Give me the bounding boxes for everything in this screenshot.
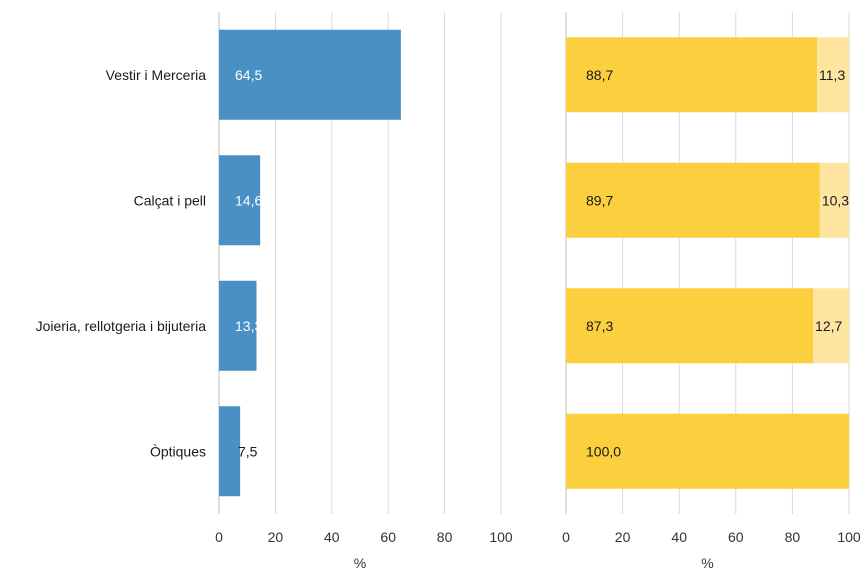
right-bar-segment-2 <box>813 288 849 364</box>
left-bar <box>219 29 401 120</box>
right-bar-segment-2 <box>817 37 849 113</box>
left-bar-value-label: 13,3 <box>235 318 262 334</box>
left-bar-value-label: 14,6 <box>235 192 262 208</box>
right-bar-segment-1 <box>566 162 820 238</box>
left-x-tick-label: 40 <box>324 529 340 545</box>
right-x-tick-label: 80 <box>785 529 801 545</box>
right-x-tick-label: 60 <box>728 529 744 545</box>
right-bar-segment-2 <box>819 162 849 238</box>
left-x-axis-label: % <box>354 555 366 571</box>
left-x-tick-label: 60 <box>380 529 396 545</box>
left-bar-value-label: 64,5 <box>235 67 262 83</box>
left-bar-value-label: 7,5 <box>238 443 258 459</box>
category-label: Vestir i Merceria <box>106 67 207 83</box>
left-x-tick-label: 80 <box>437 529 453 545</box>
right-bar-value-label: 87,3 <box>586 318 613 334</box>
left-bar <box>219 406 241 497</box>
category-label: Joieria, rellotgeria i bijuteria <box>36 318 207 334</box>
left-x-tick-label: 0 <box>215 529 223 545</box>
category-label: Òptiques <box>150 443 206 459</box>
right-bar-value-label: 88,7 <box>586 67 613 83</box>
right-bar-segment-1 <box>566 37 818 113</box>
right-stacked-bar-chart: 0 20 40 60 80 100% 88,7 11,3 89,7 10,3 87,3 12,7 100… <box>562 12 861 571</box>
right-bar-value-label: 89,7 <box>586 192 613 208</box>
right-x-tick-label: 40 <box>671 529 687 545</box>
right-bar-value-label: 100,0 <box>586 443 621 459</box>
right-x-axis-label: % <box>701 555 713 571</box>
right-bar-value-label: 11,3 <box>819 67 845 83</box>
right-bar-segment-1 <box>566 288 814 364</box>
left-bar <box>219 155 261 246</box>
right-x-tick-label: 100 <box>837 529 861 545</box>
left-bar <box>219 280 257 371</box>
category-label: Calçat i pell <box>134 192 206 208</box>
left-x-tick-label: 100 <box>489 529 513 545</box>
right-bar-segment-1 <box>566 413 849 489</box>
left-x-tick-label: 20 <box>268 529 284 545</box>
right-bar-value-label: 12,7 <box>815 318 842 334</box>
right-x-tick-label: 0 <box>562 529 570 545</box>
right-x-tick-label: 20 <box>615 529 631 545</box>
right-bar-value-label: 10,3 <box>822 192 849 208</box>
left-bar-chart: 0 20 40 60 80 100% Vestir i Merceria 64,5 Calçat… <box>36 12 513 571</box>
